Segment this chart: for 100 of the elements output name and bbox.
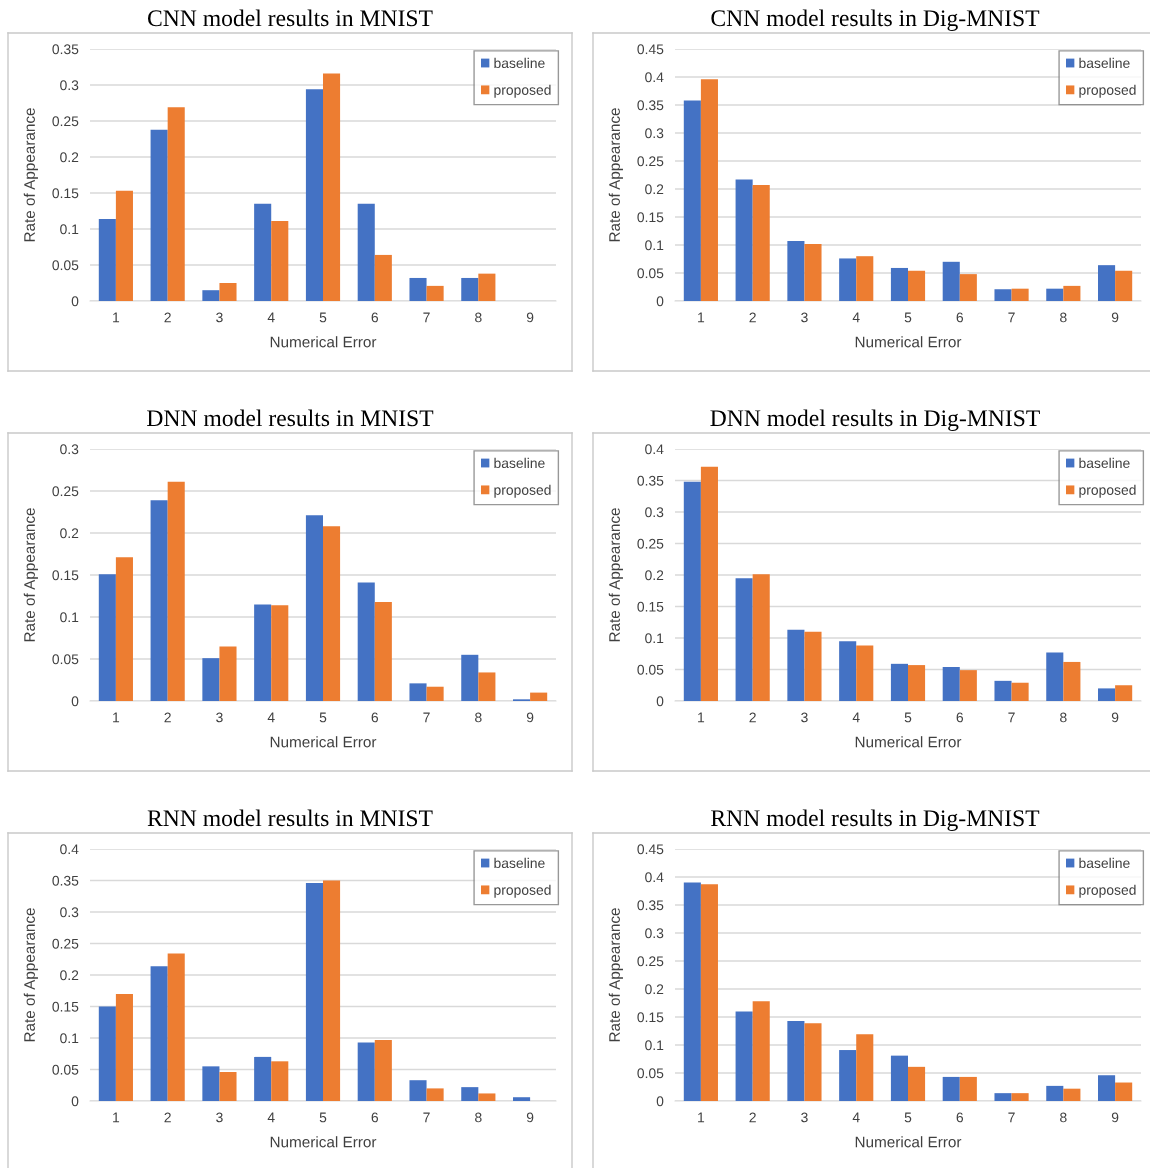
bar [1098, 265, 1116, 301]
legend-label: baseline [494, 457, 545, 469]
bar [804, 631, 822, 701]
x-tick-label: 6 [371, 312, 379, 323]
x-tick-label: 2 [749, 312, 756, 323]
x-tick-label: 7 [423, 312, 430, 323]
bar [409, 277, 427, 301]
y-tick-label: 0.05 [637, 664, 664, 675]
bar [1046, 288, 1064, 301]
x-tick-label: 5 [319, 1112, 327, 1123]
y-tick-label: 0.4 [645, 872, 664, 883]
bar [683, 100, 701, 301]
legend-label: proposed [494, 884, 551, 898]
chart-title: CNN model results in Dig-MNIST [711, 9, 1040, 31]
chart-title: RNN model results in MNIST [147, 809, 433, 827]
bar [683, 882, 701, 1101]
bar [839, 1050, 857, 1101]
y-tick-label: 0.3 [645, 928, 664, 939]
bar [357, 203, 375, 301]
bar [752, 1001, 770, 1101]
x-tick-label: 2 [749, 712, 756, 723]
x-axis-title: Numerical Error [855, 336, 962, 348]
bar [1063, 1088, 1081, 1101]
y-tick-label: 0.2 [645, 184, 664, 195]
legend-label: proposed [494, 84, 551, 98]
y-tick-label: 0.35 [637, 900, 664, 911]
x-tick-label: 9 [526, 712, 534, 723]
x-tick-label: 9 [526, 1112, 534, 1123]
bar [409, 683, 427, 701]
y-tick-label: 0.3 [60, 80, 79, 91]
x-tick-label: 3 [216, 1112, 223, 1123]
y-tick-label: 0.15 [637, 212, 664, 223]
x-tick-label: 1 [113, 1112, 120, 1123]
bar [271, 221, 289, 301]
bar [787, 629, 805, 701]
x-tick-label: 4 [852, 312, 860, 323]
bar [839, 258, 857, 301]
y-tick-label: 0.15 [52, 570, 79, 581]
bar [530, 692, 548, 701]
bar [461, 1087, 479, 1101]
y-tick-label: 0.45 [637, 844, 664, 855]
x-axis-title: Numerical Error [855, 736, 962, 748]
bar [513, 1097, 531, 1101]
chart-title: CNN model results in MNIST [147, 9, 433, 27]
bar [700, 466, 718, 701]
x-tick-label: 7 [423, 1112, 430, 1123]
bar [856, 645, 874, 701]
bar [323, 526, 341, 701]
x-tick-label: 3 [216, 712, 223, 723]
y-axis-title: Rate of Appearance [608, 508, 623, 642]
bar [1011, 682, 1029, 701]
x-tick-label: 2 [164, 712, 171, 723]
bar [202, 1066, 220, 1101]
bar [959, 1076, 977, 1101]
bar [735, 578, 753, 701]
x-tick-label: 8 [1060, 1112, 1067, 1123]
x-tick-label: 4 [267, 312, 275, 323]
bar [219, 646, 237, 701]
bar [254, 604, 272, 701]
bar [219, 283, 237, 301]
x-tick-label: 1 [113, 712, 120, 723]
x-tick-label: 8 [1060, 312, 1067, 323]
y-tick-label: 0.15 [52, 188, 79, 199]
legend-label: baseline [1079, 857, 1130, 869]
x-tick-label: 9 [1111, 1112, 1119, 1123]
bar [752, 185, 770, 301]
x-tick-label: 7 [423, 712, 430, 723]
y-tick-label: 0.35 [52, 44, 79, 55]
bar [202, 658, 220, 701]
x-tick-label: 5 [319, 312, 327, 323]
y-tick-label: 0.1 [645, 1040, 664, 1051]
bar [942, 1076, 960, 1101]
bar [1063, 661, 1081, 701]
bar [409, 1080, 427, 1101]
bar [167, 107, 185, 301]
bar [1115, 685, 1133, 701]
x-tick-label: 4 [852, 712, 860, 723]
chart-title: DNN model results in MNIST [147, 409, 434, 427]
y-tick-label: 0.35 [637, 100, 664, 111]
bar [700, 79, 718, 301]
x-tick-label: 2 [749, 1112, 756, 1123]
x-tick-label: 9 [1111, 712, 1119, 723]
bar [167, 481, 185, 701]
y-tick-label: 0.05 [52, 1064, 79, 1075]
y-axis-title: Rate of Appearance [608, 108, 623, 242]
y-axis-title: Rate of Appearance [23, 108, 38, 242]
x-tick-label: 7 [1008, 712, 1015, 723]
y-tick-label: 0 [71, 1096, 79, 1107]
bar [1046, 1085, 1064, 1101]
y-tick-label: 0 [656, 296, 664, 307]
y-tick-label: 0.05 [52, 260, 79, 271]
y-tick-label: 0.4 [645, 72, 664, 83]
y-tick-label: 0.25 [637, 156, 664, 167]
x-tick-label: 9 [1111, 312, 1119, 323]
y-tick-label: 0.3 [645, 507, 664, 518]
y-tick-label: 0.1 [645, 633, 664, 644]
x-tick-label: 8 [1060, 712, 1067, 723]
bar [683, 481, 701, 701]
bar [357, 1042, 375, 1101]
x-tick-label: 6 [371, 712, 379, 723]
